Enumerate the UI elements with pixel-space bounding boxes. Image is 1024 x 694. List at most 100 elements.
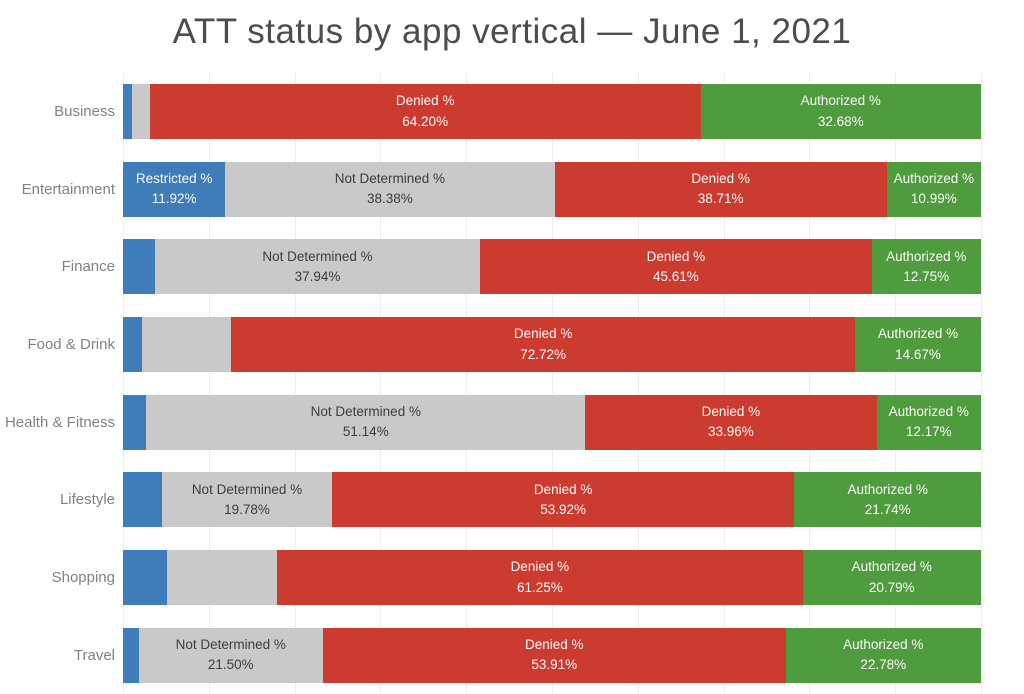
bar-segment-authorized-entertainment[interactable]: Authorized % 10.99% bbox=[886, 161, 981, 217]
bar-segment-restricted-health-fitness[interactable] bbox=[123, 394, 147, 450]
gridline bbox=[552, 72, 553, 694]
gridline bbox=[380, 72, 382, 694]
chart-row-lifestyle: Lifestyle Not Determined % 19.78% Denied % 5… bbox=[0, 472, 1024, 550]
segment-value-label: 53.91% bbox=[531, 657, 578, 673]
chart-row-health-fitness: Health & Fitness Not Determined % 51.14% De… bbox=[0, 394, 1024, 473]
segment-value-label: 20.79% bbox=[868, 579, 915, 595]
bar-segment-not-determined-health-fitness[interactable]: Not Determined % 51.14% bbox=[146, 394, 586, 450]
bar-segment-not-determined-lifestyle[interactable]: Not Determined % 19.78% bbox=[162, 472, 332, 528]
bar-segment-denied-shopping[interactable]: Denied % 61.25% bbox=[277, 550, 803, 606]
segment-series-label: Not Determined % bbox=[191, 481, 303, 497]
gridline bbox=[208, 72, 210, 694]
category-label-lifestyle: Lifestyle bbox=[59, 491, 115, 509]
bar-segment-denied-health-fitness[interactable]: Denied % 33.96% bbox=[585, 394, 877, 450]
segment-value-label: 10.99% bbox=[910, 191, 957, 207]
segment-series-label: Denied % bbox=[533, 481, 593, 497]
category-label-health-fitness: Health & Fitness bbox=[4, 413, 115, 431]
category-label-entertainment: Entertainment bbox=[21, 180, 115, 198]
segment-series-label: Denied % bbox=[513, 326, 573, 342]
bar-segment-restricted-finance[interactable] bbox=[123, 239, 155, 295]
gridlines bbox=[123, 72, 982, 694]
segment-series-label: Authorized % bbox=[843, 637, 924, 653]
gridline bbox=[895, 72, 897, 694]
segment-series-label: Authorized % bbox=[851, 559, 932, 575]
stacked-bar-lifestyle: Not Determined % 19.78% Denied % 53.92% Auth… bbox=[123, 472, 981, 528]
plot-area: Business Denied % 64.20% Authorized % 32.68%… bbox=[0, 72, 1024, 694]
segment-series-label: Denied % bbox=[395, 93, 455, 109]
segment-series-label: Denied % bbox=[646, 248, 706, 264]
segment-series-label: Denied % bbox=[510, 559, 570, 575]
segment-series-label: Authorized % bbox=[877, 326, 959, 342]
gridline bbox=[466, 72, 468, 694]
chart-row-food-drink: Food & Drink Denied % 72.72% Authorized % 14… bbox=[0, 317, 1024, 395]
category-label-finance: Finance bbox=[61, 258, 115, 276]
segment-value-label: 21.74% bbox=[864, 501, 911, 517]
stacked-bar-business: Denied % 64.20% Authorized % 32.68% bbox=[123, 84, 981, 139]
stacked-bar-finance: Not Determined % 37.94% Denied % 45.61% Auth… bbox=[123, 239, 981, 295]
segment-value-label: 21.50% bbox=[207, 657, 254, 673]
bar-segment-not-determined-business[interactable] bbox=[131, 84, 150, 139]
segment-value-label: 64.20% bbox=[402, 113, 449, 129]
segment-series-label: Not Determined % bbox=[310, 404, 421, 419]
bar-segment-denied-lifestyle[interactable]: Denied % 53.92% bbox=[331, 472, 795, 528]
bar-segment-not-determined-finance[interactable]: Not Determined % 37.94% bbox=[154, 239, 481, 295]
bar-segment-denied-travel[interactable]: Denied % 53.91% bbox=[322, 627, 786, 683]
chart-row-entertainment: Entertainment Restricted % 11.92% Not Deter… bbox=[0, 161, 1024, 240]
bar-segment-restricted-travel[interactable] bbox=[123, 627, 139, 683]
segment-value-label: 11.92% bbox=[151, 191, 197, 207]
segment-series-label: Authorized % bbox=[847, 481, 928, 497]
segment-value-label: 72.72% bbox=[520, 346, 567, 362]
segment-series-label: Authorized % bbox=[800, 93, 881, 109]
gridline bbox=[809, 72, 811, 694]
bar-segment-not-determined-shopping[interactable] bbox=[167, 550, 278, 606]
chart-row-business: Business Denied % 64.20% Authorized % 32.68% bbox=[0, 84, 1024, 162]
gridline bbox=[294, 72, 296, 694]
category-label-business: Business bbox=[54, 103, 115, 120]
segment-value-label: 38.38% bbox=[367, 191, 413, 207]
bar-segment-denied-finance[interactable]: Denied % 45.61% bbox=[480, 239, 872, 295]
segment-value-label: 61.25% bbox=[516, 579, 563, 595]
gridline bbox=[981, 72, 982, 694]
bar-segment-restricted-shopping[interactable] bbox=[123, 550, 168, 606]
segment-value-label: 51.14% bbox=[342, 424, 389, 440]
bar-segment-restricted-entertainment[interactable]: Restricted % 11.92% bbox=[123, 161, 226, 217]
segment-series-label: Not Determined % bbox=[262, 248, 373, 264]
bar-segment-authorized-lifestyle[interactable]: Authorized % 21.74% bbox=[794, 472, 981, 528]
bar-segment-not-determined-travel[interactable]: Not Determined % 21.50% bbox=[138, 627, 323, 683]
segment-value-label: 53.92% bbox=[540, 501, 587, 517]
stacked-bar-travel: Not Determined % 21.50% Denied % 53.91% Auth… bbox=[123, 627, 981, 683]
segment-value-label: 37.94% bbox=[294, 268, 341, 284]
bar-segment-denied-food-drink[interactable]: Denied % 72.72% bbox=[231, 317, 856, 373]
chart-title: ATT status by app vertical — June 1, 202… bbox=[172, 12, 852, 51]
bar-segment-restricted-business[interactable] bbox=[123, 84, 132, 139]
segment-series-label: Denied % bbox=[524, 637, 584, 653]
bar-segment-authorized-travel[interactable]: Authorized % 22.78% bbox=[785, 627, 981, 683]
segment-value-label: 19.78% bbox=[224, 501, 270, 517]
bar-segment-not-determined-food-drink[interactable] bbox=[141, 317, 232, 373]
segment-value-label: 38.71% bbox=[697, 191, 744, 207]
segment-series-label: Restricted % bbox=[135, 170, 213, 186]
bar-segment-not-determined-entertainment[interactable]: Not Determined % 38.38% bbox=[225, 161, 555, 217]
segment-value-label: 12.17% bbox=[905, 424, 952, 440]
segment-series-label: Not Determined % bbox=[175, 637, 286, 653]
category-label-shopping: Shopping bbox=[51, 569, 115, 587]
bar-segment-authorized-food-drink[interactable]: Authorized % 14.67% bbox=[855, 317, 981, 373]
segment-series-label: Denied % bbox=[691, 170, 750, 186]
bar-segment-authorized-health-fitness[interactable]: Authorized % 12.17% bbox=[876, 394, 981, 450]
segment-value-label: 45.61% bbox=[653, 268, 699, 284]
segment-value-label: 32.68% bbox=[817, 113, 864, 129]
segment-series-label: Denied % bbox=[701, 404, 761, 419]
bar-segment-denied-entertainment[interactable]: Denied % 38.71% bbox=[554, 161, 887, 217]
bar-segment-restricted-food-drink[interactable] bbox=[123, 317, 142, 373]
stacked-bar-food-drink: Denied % 72.72% Authorized % 14.67% bbox=[123, 317, 981, 373]
chart-rows: Business Denied % 64.20% Authorized % 32.68%… bbox=[0, 84, 1024, 694]
bar-segment-denied-business[interactable]: Denied % 64.20% bbox=[149, 84, 701, 139]
category-label-travel: Travel bbox=[73, 646, 115, 664]
bar-segment-authorized-shopping[interactable]: Authorized % 20.79% bbox=[802, 550, 981, 606]
bar-segment-authorized-finance[interactable]: Authorized % 12.75% bbox=[871, 239, 981, 295]
segment-series-label: Authorized % bbox=[888, 404, 969, 419]
chart-row-shopping: Shopping Denied % 61.25% Authorized % 20.79% bbox=[0, 550, 1024, 628]
segment-series-label: Authorized % bbox=[886, 248, 967, 264]
bar-segment-authorized-business[interactable]: Authorized % 32.68% bbox=[700, 84, 981, 139]
bar-segment-restricted-lifestyle[interactable] bbox=[123, 472, 163, 528]
